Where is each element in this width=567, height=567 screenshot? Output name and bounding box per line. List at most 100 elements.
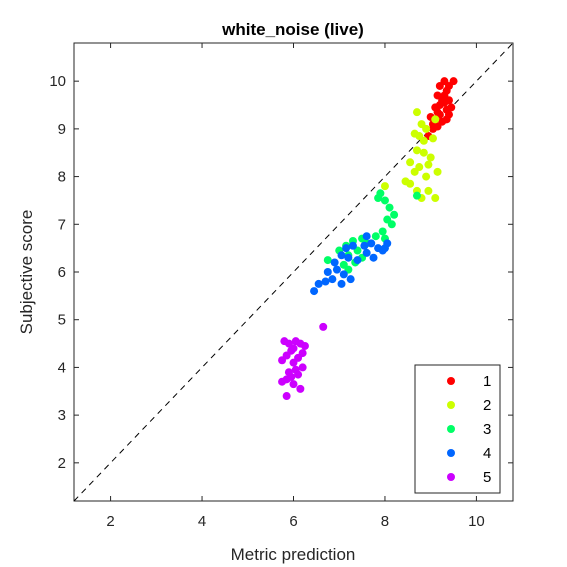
data-point: [380, 182, 389, 191]
data-point: [323, 256, 332, 265]
data-point: [314, 279, 323, 288]
data-point: [422, 124, 431, 133]
legend-marker: [447, 377, 455, 385]
data-point: [376, 189, 385, 198]
data-point: [344, 253, 353, 262]
legend-label: 4: [483, 445, 491, 462]
y-tick-label: 9: [58, 121, 66, 138]
data-point: [296, 384, 305, 393]
legend-marker: [447, 449, 455, 457]
data-point: [433, 167, 442, 176]
data-point: [294, 370, 303, 379]
data-point: [330, 258, 339, 267]
data-point: [362, 232, 371, 241]
data-point: [431, 115, 440, 124]
y-tick-label: 3: [58, 407, 66, 424]
series-3: [323, 189, 421, 274]
data-point: [371, 232, 380, 241]
legend-box: [414, 364, 501, 494]
data-point: [442, 115, 451, 124]
data-point: [367, 239, 376, 248]
y-tick-label: 8: [58, 169, 66, 186]
series-2: [380, 108, 442, 203]
y-tick-label: 2: [58, 455, 66, 472]
data-point: [346, 275, 355, 284]
y-tick-label: 6: [58, 264, 66, 281]
data-point: [300, 341, 309, 350]
data-point: [431, 103, 440, 112]
legend-marker: [447, 401, 455, 409]
data-point: [289, 380, 298, 389]
data-point: [353, 256, 362, 265]
legend-marker: [447, 425, 455, 433]
data-point: [284, 368, 293, 377]
series-5: [278, 322, 328, 401]
data-point: [348, 241, 357, 250]
data-point: [406, 179, 415, 188]
data-point: [378, 227, 387, 236]
data-point: [431, 194, 440, 203]
data-point: [410, 167, 419, 176]
legend-marker: [447, 473, 455, 481]
data-point: [278, 356, 287, 365]
data-point: [298, 363, 307, 372]
data-point: [428, 134, 437, 143]
data-point: [339, 270, 348, 279]
data-point: [410, 129, 419, 138]
y-tick-label: 10: [49, 73, 66, 90]
x-tick-label: 2: [106, 513, 114, 530]
series-4: [310, 232, 392, 296]
data-point: [328, 275, 337, 284]
data-point: [337, 251, 346, 260]
data-point: [278, 377, 287, 386]
data-point: [337, 279, 346, 288]
data-point: [424, 160, 433, 169]
data-point: [422, 172, 431, 181]
scatter-points: [278, 77, 458, 401]
x-tick-label: 4: [198, 513, 206, 530]
data-point: [282, 392, 291, 401]
data-point: [440, 98, 449, 107]
data-point: [433, 91, 442, 100]
data-point: [332, 265, 341, 274]
data-point: [362, 248, 371, 257]
legend-label: 1: [483, 373, 491, 390]
x-tick-label: 10: [468, 513, 485, 530]
data-point: [289, 344, 298, 353]
x-tick-label: 6: [289, 513, 297, 530]
axis-ticks: 2 4 6 8 10 2 3 4 5 6 7 8 9 10: [49, 43, 513, 530]
data-point: [321, 277, 330, 286]
data-point: [412, 191, 421, 200]
data-point: [424, 186, 433, 195]
y-axis-label: Subjective score: [17, 210, 36, 335]
legend-label: 2: [483, 397, 491, 414]
x-axis-label: Metric prediction: [231, 545, 356, 564]
data-point: [383, 239, 392, 248]
data-point: [440, 77, 449, 86]
y-tick-label: 7: [58, 216, 66, 233]
data-point: [360, 241, 369, 250]
legend-label: 3: [483, 421, 491, 438]
data-point: [419, 148, 428, 157]
data-point: [406, 158, 415, 167]
data-point: [378, 246, 387, 255]
legend: 1 2 3 4 5: [414, 364, 501, 494]
y-tick-label: 4: [58, 359, 66, 376]
legend-label: 5: [483, 469, 491, 486]
data-point: [380, 196, 389, 205]
data-point: [319, 322, 328, 331]
data-point: [310, 287, 319, 296]
data-point: [323, 268, 332, 276]
data-point: [342, 244, 351, 253]
data-point: [412, 108, 421, 117]
y-tick-label: 5: [58, 312, 66, 329]
data-point: [369, 253, 378, 262]
data-point: [449, 77, 458, 86]
data-point: [419, 136, 428, 145]
chart-title: white_noise (live): [221, 20, 364, 39]
data-point: [433, 122, 442, 131]
data-point: [390, 210, 399, 219]
data-point: [385, 203, 394, 212]
data-point: [412, 146, 421, 155]
